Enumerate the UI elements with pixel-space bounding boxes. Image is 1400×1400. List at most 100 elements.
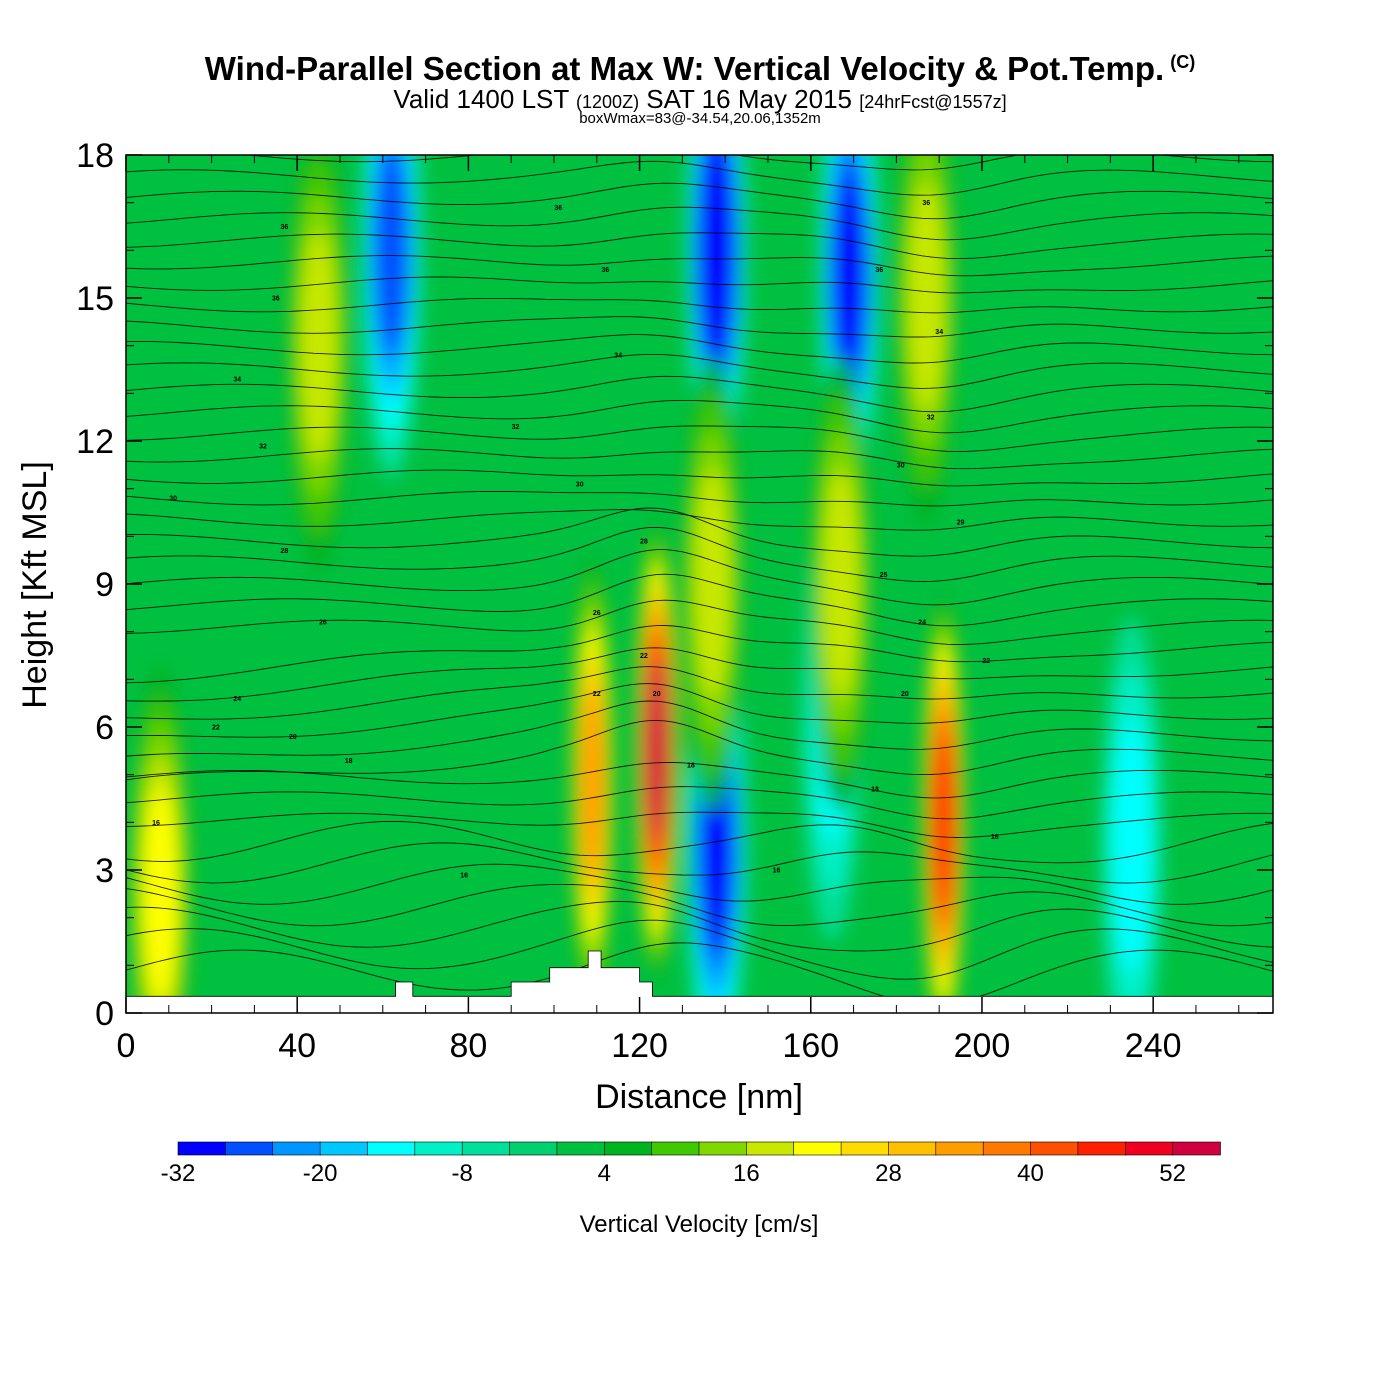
box-wmax-info: boxWmax=83@-34.54,20.06,1352m — [579, 110, 821, 127]
theta-contour-line — [126, 863, 1273, 905]
colorbar-swatch — [888, 1141, 937, 1156]
theta-contour-label: 22 — [640, 653, 648, 660]
colorbar-swatch — [509, 1141, 558, 1156]
theta-contour-line — [126, 647, 1273, 702]
theta-contour-label: 36 — [875, 267, 883, 274]
theta-contour-label: 26 — [319, 620, 327, 627]
colorbar-swatch — [272, 1141, 321, 1156]
colorbar-swatch — [698, 1141, 748, 1156]
colorbar-swatch — [319, 1141, 369, 1156]
theta-contour-label: 18 — [687, 763, 695, 770]
theta-contour-line — [126, 719, 1273, 781]
theta-contour-label: 32 — [259, 443, 267, 450]
theta-contour-label: 16 — [773, 868, 781, 875]
forecast-info: [24hrFcst@1557z] — [859, 92, 1007, 112]
colorbar-swatch — [1077, 1141, 1127, 1156]
theta-contour-line — [126, 160, 1273, 196]
theta-contour-line — [126, 316, 1273, 338]
colorbar-swatch — [651, 1141, 700, 1156]
y-tick-label: 6 — [95, 709, 114, 747]
colorbar-tick-label: -32 — [161, 1160, 196, 1187]
theta-contour-label: 20 — [289, 734, 297, 741]
theta-contour-line — [126, 762, 1273, 799]
y-tick-label: 12 — [76, 423, 114, 461]
colorbar-swatch — [225, 1141, 274, 1156]
theta-contour-line — [126, 124, 1273, 144]
theta-contour-line — [126, 666, 1273, 720]
terrain-profile — [126, 950, 1273, 1013]
x-tick-label: 160 — [782, 1027, 839, 1065]
x-axis-label: Distance [nm] — [595, 1078, 803, 1116]
colorbar-swatch — [1030, 1141, 1079, 1156]
theta-contour-line — [126, 425, 1273, 453]
theta-contour-label: 34 — [935, 329, 943, 336]
theta-contour-line — [126, 297, 1273, 314]
colorbar-tick-label: 28 — [875, 1160, 902, 1187]
colorbar-swatch — [603, 1141, 653, 1156]
y-tick-label: 18 — [76, 137, 114, 175]
colorbar-swatch — [556, 1141, 606, 1156]
utc-time: (1200Z) — [576, 92, 640, 112]
colorbar-tick-label: -20 — [303, 1160, 338, 1187]
theta-contour-line — [126, 182, 1273, 220]
velocity-contour-fill — [1111, 719, 1152, 974]
theta-contours — [126, 124, 1273, 1005]
colorbar-swatch — [1172, 1141, 1221, 1156]
colorbar: -32 -20 -8 4 16 28 40 52 — [161, 1141, 1221, 1187]
x-tick-label: 0 — [117, 1027, 136, 1065]
colorbar-tick-label: 16 — [733, 1160, 760, 1187]
theta-contour-line — [126, 820, 1273, 864]
theta-contour-label: 18 — [345, 758, 353, 765]
theta-contour-line — [126, 700, 1273, 757]
theta-contour-line — [126, 599, 1273, 645]
x-tick-label: 80 — [449, 1027, 487, 1065]
theta-contour-label: 26 — [593, 610, 601, 617]
theta-contour-label: 28 — [640, 539, 648, 546]
theta-contour-label: 36 — [554, 205, 562, 212]
theta-contour-line — [126, 399, 1273, 434]
theta-contour-line — [126, 255, 1273, 277]
colorbar-tick-label: 4 — [598, 1160, 611, 1187]
colorbar-label: Vertical Velocity [cm/s] — [580, 1211, 819, 1238]
theta-contour-labels: 16 30 22 24 34 32 36 36 28 20 26 18 16 32 36 30 26 22 36 34… — [152, 200, 999, 879]
theta-contour-line — [126, 509, 1273, 531]
y-tick-label: 0 — [95, 995, 114, 1033]
theta-contour-label: 20 — [901, 691, 909, 698]
theta-contour-label: 24 — [233, 696, 241, 703]
colorbar-swatch — [414, 1141, 463, 1156]
velocity-contour-fill — [142, 787, 179, 1001]
y-axis-label: Height [Kft MSL] — [16, 461, 54, 709]
velocity-contour-fill — [645, 662, 669, 839]
x-tick-label: 200 — [954, 1027, 1011, 1065]
theta-contour-line — [126, 883, 1273, 927]
theta-contour-line — [126, 811, 1273, 838]
theta-contour-label: 22 — [982, 658, 990, 665]
copyright-mark: (C) — [1170, 52, 1196, 72]
theta-contour-line — [126, 901, 1273, 952]
theta-contour-label: 16 — [991, 834, 999, 841]
theta-contour-label: 36 — [272, 296, 280, 303]
colorbar-swatch — [935, 1141, 984, 1156]
theta-contour-label: 29 — [957, 520, 965, 527]
theta-contour-label: 32 — [927, 415, 935, 422]
colorbar-swatch — [746, 1141, 795, 1156]
theta-contour-line — [126, 573, 1273, 627]
theta-contour-line — [126, 625, 1273, 684]
theta-contour-label: 34 — [233, 377, 241, 384]
theta-contour-line — [126, 375, 1273, 413]
theta-contour-line — [126, 490, 1273, 507]
theta-contour-label: 36 — [601, 267, 609, 274]
terrain-mask — [126, 950, 1273, 1013]
colorbar-swatch — [1125, 1141, 1174, 1156]
velocity-contour-fill — [580, 688, 605, 880]
y-tick-label: 9 — [95, 566, 114, 604]
velocity-contour-fill — [932, 732, 955, 913]
theta-contour-line — [126, 786, 1273, 820]
y-tick-label: 15 — [76, 280, 114, 318]
velocity-contour-fill — [907, 183, 946, 413]
theta-contour-line — [126, 842, 1273, 884]
chart-subtitle: Valid 1400 LST (1200Z) SAT 16 May 2015 [… — [0, 84, 1400, 115]
theta-contour-label: 30 — [576, 481, 584, 488]
